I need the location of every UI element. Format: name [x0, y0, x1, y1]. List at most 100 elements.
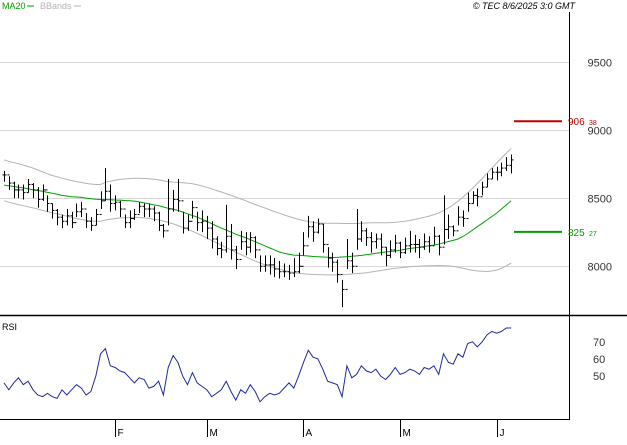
bband-upper-line [3, 147, 512, 224]
ohlc-bar [403, 237, 408, 254]
ohlc-bar [171, 189, 176, 212]
ohlc-bar [60, 214, 65, 229]
ohlc-bar [181, 200, 186, 234]
ohlc-bar [499, 162, 504, 177]
ohlc-bar [103, 168, 108, 202]
ohlc-bar [210, 221, 215, 249]
ohlc-bar [384, 246, 389, 267]
ohlc-bar [113, 195, 118, 211]
ohlc-bar [466, 192, 471, 220]
ohlc-bar [74, 203, 79, 224]
support-label-decimals: 27 [589, 231, 597, 238]
rsi-tick-label: 70 [593, 337, 605, 349]
ohlc-bar [108, 184, 113, 212]
ohlc-bar [340, 273, 345, 308]
price-tick-label: 8500 [588, 194, 612, 206]
ohlc-bar [50, 203, 55, 219]
ohlc-bar [205, 215, 210, 239]
ohlc-bar [321, 223, 326, 253]
ohlc-bar [364, 228, 369, 246]
ohlc-bar [388, 240, 393, 259]
ohlc-bar [475, 188, 480, 207]
legend-ma20: MA20 [2, 1, 26, 11]
ohlc-bar [166, 179, 171, 232]
rsi-tick-label: 60 [593, 354, 605, 366]
ohlc-bar [2, 170, 7, 182]
price-tick-label: 9500 [588, 58, 612, 70]
axis-labels: 9500 9000 8500 8000 70 60 50 F M A M J [115, 58, 612, 439]
ohlc-bar [195, 207, 200, 231]
ohlc-bar [471, 191, 476, 205]
ohlc-bar [147, 203, 152, 218]
ohlc-bar [176, 179, 181, 212]
ohlc-bar [190, 200, 195, 222]
ohlc-bar [99, 191, 104, 215]
ohlc-bar [26, 179, 31, 194]
price-tick-label: 9000 [588, 126, 612, 138]
ohlc-bar [316, 218, 321, 234]
ohlc-bar [495, 166, 500, 181]
x-axis-label: M [403, 428, 411, 439]
legend-bbands: BBands [40, 1, 72, 11]
ohlc-bar [219, 241, 224, 259]
ohlc-bar [355, 209, 360, 267]
x-axis-label: F [118, 428, 124, 439]
ohlc-bar [45, 189, 50, 212]
ohlc-bar [282, 263, 287, 278]
moving-average [3, 184, 512, 259]
x-axis-label: A [306, 428, 313, 439]
rsi-panel: RSI [2, 322, 512, 403]
ohlc-bar [137, 202, 142, 215]
ohlc-bar [200, 210, 205, 233]
ohlc-bar [359, 221, 364, 242]
ohlc-bar [480, 181, 485, 198]
ohlc-bar [94, 209, 99, 226]
ohlc-bar [268, 255, 273, 275]
bollinger-bands [3, 147, 512, 276]
ohlc-bar [244, 232, 249, 256]
ohlc-bar [12, 181, 17, 199]
ma20-line [3, 184, 512, 259]
ohlc-bar [239, 230, 244, 260]
ohlc-bar [330, 252, 335, 272]
ohlc-bar [292, 258, 297, 278]
copyright-text: © TEC 8/6/2025 3:0 GMT [473, 1, 577, 11]
ohlc-bar [70, 211, 75, 229]
ohlc-bar [437, 234, 442, 256]
ohlc-bar [224, 204, 229, 253]
ohlc-bar [442, 195, 447, 248]
ohlc-bar [490, 168, 495, 180]
ohlc-bar [21, 184, 26, 200]
ohlc-bar [65, 209, 70, 226]
price-levels: 906 38 825 27 [514, 117, 597, 239]
ohlc-bar [311, 221, 316, 242]
ohlc-bar [157, 211, 162, 231]
ohlc-bar [504, 157, 509, 171]
ohlc-bar [350, 252, 355, 274]
resistance-label-decimals: 38 [589, 120, 597, 127]
ohlc-bar [234, 245, 239, 269]
x-axis-label: J [500, 428, 505, 439]
ohlc-bar [297, 252, 302, 274]
ohlc-bar [417, 239, 422, 259]
rsi-panel-label: RSI [2, 322, 17, 332]
ohlc-bar [41, 184, 46, 201]
ohlc-bar [456, 206, 461, 232]
ohlc-bar [229, 224, 234, 260]
ohlc-bar [123, 208, 128, 229]
ohlc-bar [7, 174, 12, 190]
ohlc-bar [432, 226, 437, 247]
ohlc-bar [413, 234, 418, 253]
price-tick-label: 8000 [588, 262, 612, 274]
ohlc-bar [374, 233, 379, 249]
ohlc-bar [118, 200, 123, 218]
bband-lower-line [3, 200, 512, 276]
ohlc-bar [287, 264, 292, 280]
ohlc-bar [461, 210, 466, 227]
ohlc-bar [393, 234, 398, 253]
grid-lines [0, 62, 569, 267]
ohlc-bar [36, 187, 41, 208]
ohlc-bar [509, 154, 514, 174]
ohlc-bar [326, 243, 331, 268]
